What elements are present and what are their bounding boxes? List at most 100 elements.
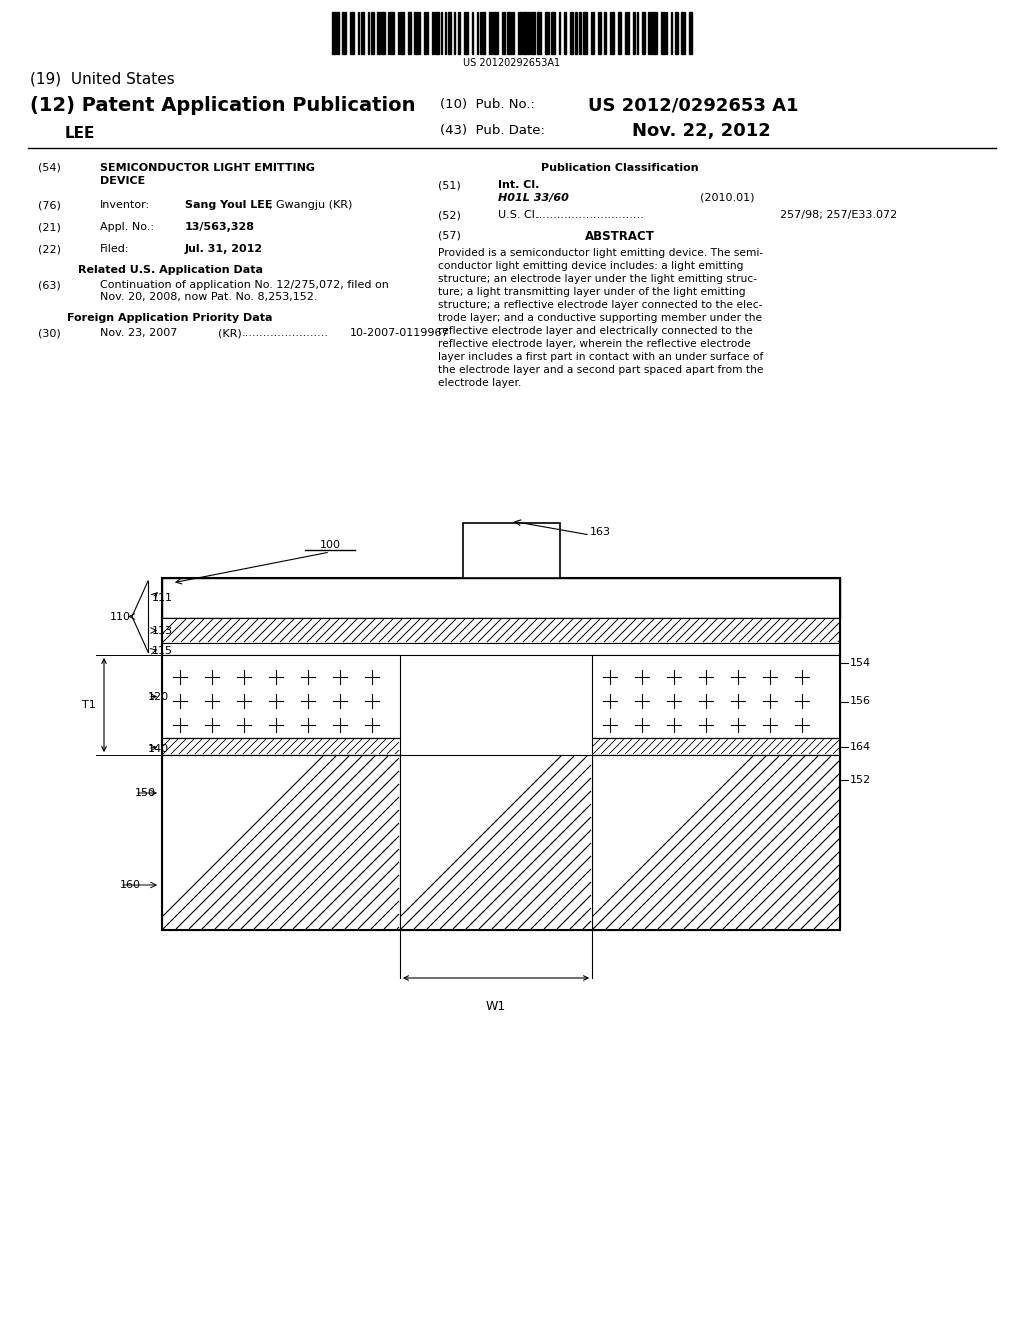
Bar (681, 12, 685, 54)
Text: Related U.S. Application Data: Related U.S. Application Data (78, 265, 262, 275)
Bar (662, 12, 665, 54)
Text: (63): (63) (38, 280, 60, 290)
Text: (30): (30) (38, 327, 60, 338)
Bar (518, 12, 522, 54)
Text: 13/563,328: 13/563,328 (185, 222, 255, 232)
Text: (52): (52) (438, 210, 461, 220)
Bar (653, 12, 657, 54)
Bar (371, 12, 374, 54)
Bar (162, 738, 400, 755)
Text: the electrode layer and a second part spaced apart from the: the electrode layer and a second part sp… (438, 366, 764, 375)
Text: electrode layer.: electrode layer. (438, 378, 521, 388)
Text: (76): (76) (38, 201, 60, 210)
Text: 10-2007-0119967: 10-2007-0119967 (350, 327, 450, 338)
Bar (564, 12, 566, 54)
Bar (570, 12, 573, 54)
Text: Sang Youl LEE: Sang Youl LEE (185, 201, 272, 210)
Text: H01L 33/60: H01L 33/60 (498, 193, 569, 203)
Text: Provided is a semiconductor light emitting device. The semi-: Provided is a semiconductor light emitti… (438, 248, 763, 257)
Text: ..............................: .............................. (536, 210, 645, 220)
Text: Jul. 31, 2012: Jul. 31, 2012 (185, 244, 263, 253)
Bar (350, 12, 354, 54)
Bar (400, 755, 592, 931)
Bar (592, 755, 840, 931)
Text: , Gwangju (KR): , Gwangju (KR) (269, 201, 352, 210)
Bar (162, 755, 400, 931)
Bar (449, 12, 451, 54)
Bar (642, 12, 645, 54)
Text: W1: W1 (485, 1001, 506, 1012)
Text: (51): (51) (438, 180, 461, 190)
Bar (400, 12, 404, 54)
Text: structure; a reflective electrode layer connected to the elec-: structure; a reflective electrode layer … (438, 300, 763, 310)
Bar (390, 12, 394, 54)
Text: DEVICE: DEVICE (100, 176, 145, 186)
Text: (2010.01): (2010.01) (700, 193, 755, 203)
Text: (57): (57) (438, 230, 461, 240)
Text: trode layer; and a conductive supporting member under the: trode layer; and a conductive supporting… (438, 313, 762, 323)
Bar (545, 12, 549, 54)
Text: 100: 100 (319, 540, 341, 550)
Text: (KR): (KR) (218, 327, 242, 338)
Bar (598, 12, 601, 54)
Text: 164: 164 (850, 742, 871, 751)
Bar (458, 12, 460, 54)
Text: Nov. 22, 2012: Nov. 22, 2012 (632, 121, 771, 140)
Text: Publication Classification: Publication Classification (542, 162, 698, 173)
Text: ture; a light transmitting layer under of the light emitting: ture; a light transmitting layer under o… (438, 286, 745, 297)
Bar (507, 12, 511, 54)
Text: structure; an electrode layer under the light emitting struc-: structure; an electrode layer under the … (438, 275, 757, 284)
Bar (463, 523, 560, 578)
Bar (610, 12, 614, 54)
Bar (414, 12, 418, 54)
Text: 150: 150 (135, 788, 156, 799)
Bar (528, 12, 530, 54)
Bar (675, 12, 678, 54)
Text: 113: 113 (152, 626, 173, 635)
Bar (592, 738, 840, 755)
Text: 111: 111 (152, 593, 173, 603)
Bar (502, 12, 505, 54)
Text: (22): (22) (38, 244, 61, 253)
Text: 154: 154 (850, 657, 871, 668)
Bar (531, 12, 535, 54)
Text: reflective electrode layer, wherein the reflective electrode: reflective electrode layer, wherein the … (438, 339, 751, 348)
Text: reflective electrode layer and electrically connected to the: reflective electrode layer and electrica… (438, 326, 753, 337)
Bar (579, 12, 581, 54)
Text: conductor light emitting device includes: a light emitting: conductor light emitting device includes… (438, 261, 743, 271)
Bar (592, 655, 840, 738)
Text: Nov. 23, 2007: Nov. 23, 2007 (100, 327, 177, 338)
Bar (523, 12, 527, 54)
Bar (162, 618, 840, 643)
Bar (537, 12, 541, 54)
Bar (591, 12, 594, 54)
Bar (162, 578, 840, 618)
Bar (627, 12, 629, 54)
Text: 115: 115 (152, 645, 173, 656)
Text: T1: T1 (82, 700, 96, 710)
Bar (551, 12, 555, 54)
Text: Int. Cl.: Int. Cl. (498, 180, 540, 190)
Bar (650, 12, 652, 54)
Text: (12) Patent Application Publication: (12) Patent Application Publication (30, 96, 416, 115)
Bar (162, 578, 840, 931)
Text: ........................: ........................ (242, 327, 329, 338)
Text: 160: 160 (120, 880, 141, 890)
Bar (512, 12, 514, 54)
Text: ABSTRACT: ABSTRACT (585, 230, 655, 243)
Bar (162, 578, 840, 931)
Text: 156: 156 (850, 697, 871, 706)
Text: (21): (21) (38, 222, 60, 232)
Text: Nov. 20, 2008, now Pat. No. 8,253,152.: Nov. 20, 2008, now Pat. No. 8,253,152. (100, 292, 317, 302)
Bar (408, 12, 411, 54)
Bar (381, 12, 385, 54)
Bar (604, 12, 606, 54)
Text: 140: 140 (148, 743, 169, 754)
Text: Filed:: Filed: (100, 244, 129, 253)
Text: layer includes a first part in contact with an under surface of: layer includes a first part in contact w… (438, 352, 763, 362)
Text: U.S. Cl.: U.S. Cl. (498, 210, 539, 220)
Text: 163: 163 (590, 527, 611, 537)
Bar (162, 655, 400, 738)
Bar (162, 655, 400, 665)
Bar (464, 12, 468, 54)
